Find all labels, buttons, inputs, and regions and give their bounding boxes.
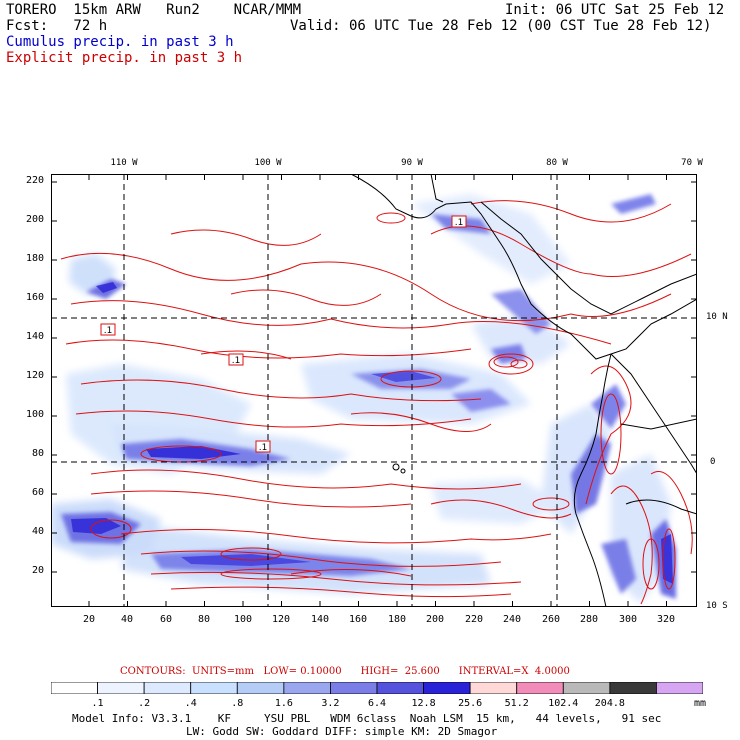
y-tick: 180 <box>25 253 44 264</box>
y-tick: 60 <box>31 487 44 498</box>
colorbar-swatch <box>190 682 238 694</box>
colorbar-label: .4 <box>184 698 197 709</box>
colorbar-swatch <box>423 682 471 694</box>
x-tick: 280 <box>579 614 599 625</box>
colorbar-label: 3.2 <box>321 698 340 709</box>
y-tick: 80 <box>31 448 44 459</box>
low-label: .1 <box>232 356 241 366</box>
forecast-hour: Fcst: 72 h <box>6 18 108 34</box>
colorbar-label: .2 <box>138 698 151 709</box>
map-frame <box>51 174 697 607</box>
x-tick: 180 <box>387 614 407 625</box>
x-tick: 260 <box>541 614 561 625</box>
x-tick: 240 <box>502 614 522 625</box>
coastlines <box>350 174 697 607</box>
contours-info: CONTOURS: UNITS=mm LOW= 0.10000 HIGH= 25… <box>120 666 570 677</box>
x-tick: 120 <box>271 614 291 625</box>
init-time: Init: 06 UTC Sat 25 Feb 12 <box>505 2 725 18</box>
lon-label: 110 W <box>110 158 138 168</box>
colorbar-label: 102.4 <box>548 698 579 709</box>
x-tick: 200 <box>425 614 445 625</box>
model-title: TORERO 15km ARW Run2 NCAR/MMM <box>6 2 302 18</box>
lat-label: 0 <box>710 457 716 467</box>
x-tick: 140 <box>310 614 330 625</box>
y-tick: 40 <box>31 526 44 537</box>
colorbar-label: 51.2 <box>504 698 529 709</box>
y-tick: 200 <box>25 214 44 225</box>
x-tick: 80 <box>197 614 211 625</box>
lat-label: 10 S <box>706 601 728 611</box>
colorbar-swatch <box>469 682 518 694</box>
colorbar-swatch <box>97 682 145 694</box>
x-tick: 320 <box>656 614 676 625</box>
x-tick: 60 <box>159 614 173 625</box>
colorbar-label: 204.8 <box>594 698 625 709</box>
colorbar-unit: mm <box>694 698 707 709</box>
model-info: Model Info: V3.3.1 KF YSU PBL WDM 6class… <box>72 712 662 725</box>
y-tick: 160 <box>25 292 44 303</box>
x-tick: 300 <box>618 614 638 625</box>
colorbar-label: 25.6 <box>458 698 483 709</box>
x-tick: 40 <box>120 614 134 625</box>
colorbar-swatch <box>330 682 378 694</box>
x-tick: 20 <box>82 614 96 625</box>
colorbar-swatch <box>376 682 424 694</box>
colorbar-label: 6.4 <box>367 698 387 709</box>
colorbar-swatch <box>51 682 98 694</box>
explicit-precip-label: Explicit precip. in past 3 h <box>6 50 243 66</box>
colorbar <box>51 682 703 694</box>
colorbar-swatch <box>143 682 192 694</box>
lon-label: 80 W <box>546 158 568 168</box>
cumulus-precip-label: Cumulus precip. in past 3 h <box>6 34 234 50</box>
lat-lon-grid <box>51 174 697 607</box>
precip-map: .1 .1 .1 .1 <box>51 174 697 607</box>
y-tick: 100 <box>25 409 44 420</box>
low-label: .1 <box>455 218 464 228</box>
y-tick: 120 <box>25 370 44 381</box>
y-tick: 220 <box>25 175 44 186</box>
y-tick: 140 <box>25 331 44 342</box>
low-markers: .1 .1 .1 .1 <box>100 215 467 453</box>
x-tick: 220 <box>464 614 484 625</box>
lon-label: 70 W <box>681 158 703 168</box>
lon-label: 100 W <box>254 158 282 168</box>
lat-label: 10 N <box>706 312 728 322</box>
colorbar-swatch <box>516 682 564 694</box>
colorbar-label: .1 <box>91 698 104 709</box>
colorbar-swatch <box>562 682 611 694</box>
physics-info: LW: Godd SW: Goddard DIFF: simple KM: 2D… <box>186 725 498 738</box>
colorbar-label: 12.8 <box>411 698 436 709</box>
low-label: .1 <box>104 326 113 336</box>
low-label: .1 <box>259 443 268 453</box>
colorbar-swatch <box>236 682 285 694</box>
valid-time: Valid: 06 UTC Tue 28 Feb 12 (00 CST Tue … <box>290 18 712 34</box>
colorbar-label: 1.6 <box>274 698 293 709</box>
lon-label: 90 W <box>401 158 423 168</box>
colorbar-swatch <box>656 682 703 694</box>
x-tick: 160 <box>348 614 368 625</box>
colorbar-swatch <box>609 682 657 694</box>
y-tick: 20 <box>31 565 44 576</box>
colorbar-swatch <box>283 682 331 694</box>
x-tick: 100 <box>233 614 253 625</box>
colorbar-label: .8 <box>231 698 244 709</box>
